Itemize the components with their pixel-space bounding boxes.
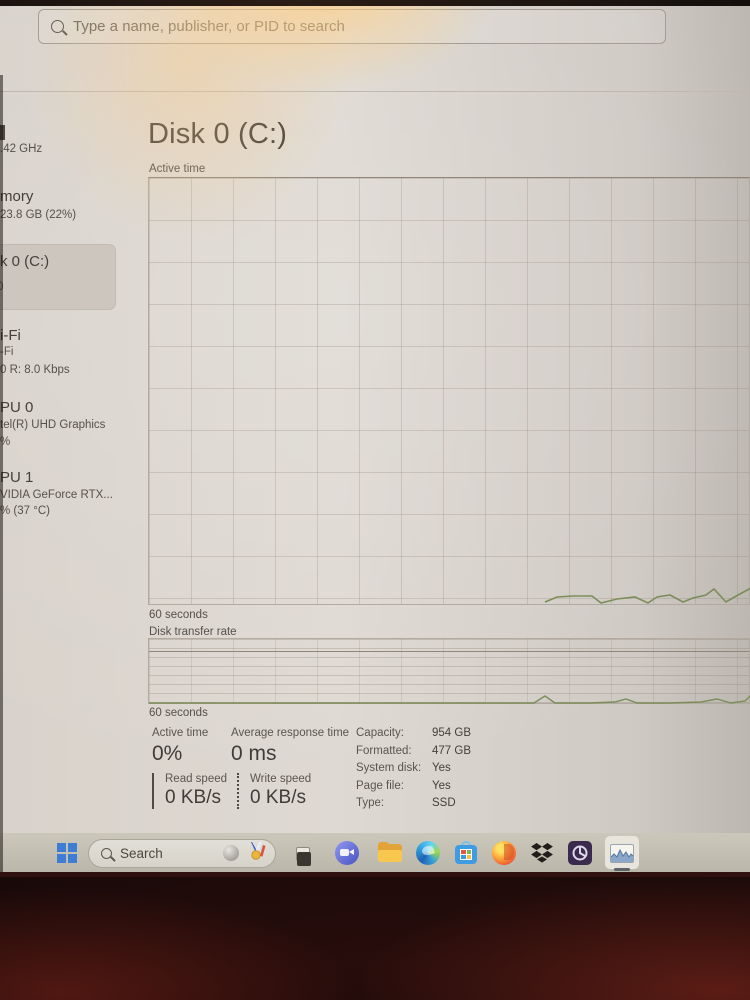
dropbox-icon bbox=[531, 843, 553, 863]
microsoft-store-icon bbox=[454, 841, 478, 865]
laptop-screen: .42 GHz mory 23.8 GB (22%) k 0 (C:) 0 i-… bbox=[0, 5, 750, 873]
file-explorer-icon bbox=[377, 842, 403, 864]
task-manager-icon bbox=[610, 843, 634, 863]
laptop-top-bezel bbox=[0, 0, 750, 6]
laptop-left-bezel bbox=[0, 75, 3, 873]
active-time-chart-label: Active time bbox=[149, 163, 206, 175]
memory-detail[interactable]: 23.8 GB (22%) bbox=[0, 209, 77, 221]
taskbar-search-label: Search bbox=[120, 845, 163, 861]
search-icon bbox=[51, 20, 64, 33]
disk-type-label: Type: bbox=[356, 797, 385, 809]
system-disk-value: Yes bbox=[432, 762, 451, 774]
teams-chat-icon bbox=[335, 841, 359, 865]
task-manager-button[interactable] bbox=[603, 835, 641, 871]
gpu1-detail2[interactable]: % (37 °C) bbox=[0, 505, 50, 517]
page-file-label: Page file: bbox=[356, 780, 404, 792]
medal-icon bbox=[247, 842, 267, 864]
screen-bottom-edge bbox=[0, 872, 750, 877]
task-view-button[interactable] bbox=[284, 835, 322, 871]
dropbox-button[interactable] bbox=[523, 835, 561, 871]
active-time-stat-value: 0% bbox=[152, 742, 183, 765]
sidebar-item-disk[interactable]: k 0 (C:) bbox=[0, 253, 50, 270]
purple-app-icon bbox=[568, 841, 592, 865]
teams-chat-button[interactable] bbox=[328, 835, 366, 871]
transfer-rate-axis-label: 60 seconds bbox=[149, 707, 208, 719]
search-input[interactable] bbox=[73, 18, 653, 35]
taskbar: Search bbox=[0, 833, 750, 873]
wifi-detail2[interactable]: 0 R: 8.0 Kbps bbox=[0, 364, 70, 376]
header-divider bbox=[0, 91, 750, 92]
active-time-chart bbox=[148, 177, 750, 605]
firefox-icon bbox=[492, 841, 516, 865]
search-icon bbox=[101, 847, 112, 859]
write-speed-stat: Write speed 0 KB/s bbox=[237, 773, 311, 809]
file-explorer-button[interactable] bbox=[371, 835, 409, 871]
taskbar-search[interactable]: Search bbox=[88, 838, 276, 868]
write-speed-value: 0 KB/s bbox=[250, 787, 306, 808]
page-title: Disk 0 (C:) bbox=[148, 118, 288, 150]
edge-icon bbox=[416, 841, 440, 865]
transfer-rate-chart bbox=[148, 638, 750, 704]
system-disk-label: System disk: bbox=[356, 762, 422, 774]
gpu1-detail[interactable]: VIDIA GeForce RTX... bbox=[0, 489, 113, 501]
transfer-rate-trace bbox=[149, 695, 750, 704]
task-view-icon bbox=[291, 841, 315, 866]
formatted-label: Formatted: bbox=[356, 745, 412, 757]
formatted-value: 477 GB bbox=[432, 745, 471, 757]
read-speed-value: 0 KB/s bbox=[165, 787, 221, 808]
task-manager-active-indicator bbox=[614, 868, 630, 871]
sidebar-item-memory[interactable]: mory bbox=[0, 188, 34, 205]
active-time-axis-label: 60 seconds bbox=[149, 609, 208, 621]
avg-response-stat-label: Average response time bbox=[231, 727, 350, 739]
active-time-trace bbox=[544, 587, 750, 604]
microsoft-store-button[interactable] bbox=[447, 835, 485, 871]
cpu-detail[interactable]: .42 GHz bbox=[0, 143, 43, 155]
write-speed-label: Write speed bbox=[250, 773, 312, 785]
bing-daily-image bbox=[223, 845, 239, 861]
sidebar-item-wifi[interactable]: i-Fi bbox=[0, 327, 21, 344]
purple-app-button[interactable] bbox=[561, 835, 599, 871]
read-speed-stat: Read speed 0 KB/s bbox=[152, 773, 227, 809]
transfer-rate-chart-label: Disk transfer rate bbox=[149, 626, 237, 638]
avg-response-stat-value: 0 ms bbox=[231, 742, 277, 765]
windows-start-icon bbox=[57, 843, 77, 863]
capacity-value: 954 GB bbox=[432, 727, 471, 739]
sidebar-item-gpu1[interactable]: PU 1 bbox=[0, 469, 34, 486]
sidebar-item-gpu0[interactable]: PU 0 bbox=[0, 399, 34, 416]
active-time-stat-label: Active time bbox=[152, 727, 209, 739]
gpu0-detail[interactable]: tel(R) UHD Graphics bbox=[0, 419, 106, 431]
disk-type-value: SSD bbox=[432, 797, 456, 809]
edge-button[interactable] bbox=[409, 835, 447, 871]
read-speed-label: Read speed bbox=[165, 773, 228, 785]
capacity-label: Capacity: bbox=[356, 727, 404, 739]
page-file-value: Yes bbox=[432, 780, 451, 792]
task-manager-search-box[interactable] bbox=[38, 9, 666, 44]
start-button[interactable] bbox=[48, 835, 86, 871]
firefox-button[interactable] bbox=[485, 835, 523, 871]
